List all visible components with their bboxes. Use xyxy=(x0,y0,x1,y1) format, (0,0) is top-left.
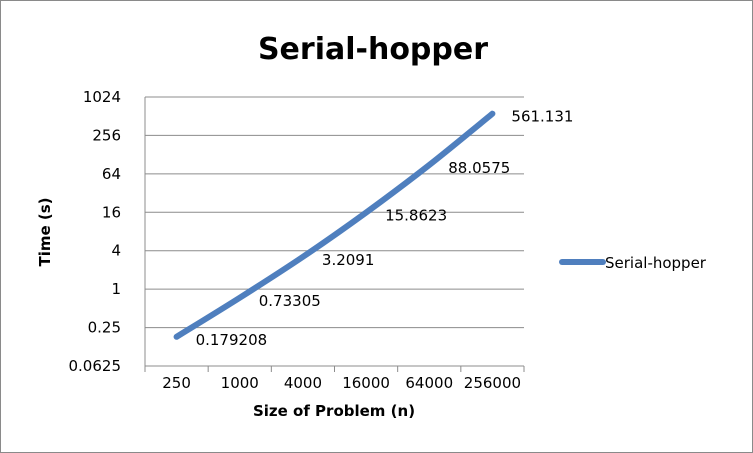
y-tick-label: 16 xyxy=(102,203,121,221)
data-label: 15.8623 xyxy=(385,207,447,225)
y-tick-label: 1 xyxy=(111,280,121,298)
series-line xyxy=(173,110,496,340)
data-point xyxy=(427,163,431,167)
x-axis-title: Size of Problem (n) xyxy=(253,402,415,420)
y-tick-label: 256 xyxy=(92,126,121,144)
data-label: 0.179208 xyxy=(196,331,268,349)
data-point xyxy=(490,112,494,116)
data-label: 0.73305 xyxy=(259,292,321,310)
data-label: 3.2091 xyxy=(322,251,375,269)
y-tick-label: 0.25 xyxy=(88,319,121,337)
data-point xyxy=(301,255,305,259)
x-tick-label: 16000 xyxy=(342,374,390,392)
y-tick-label: 64 xyxy=(102,165,121,183)
data-point xyxy=(364,211,368,215)
x-tick-label: 4000 xyxy=(284,374,322,392)
y-axis-title: Time (s) xyxy=(36,197,54,266)
data-point xyxy=(175,335,179,339)
x-tick-label: 1000 xyxy=(221,374,259,392)
chart-title: Serial-hopper xyxy=(258,32,488,67)
x-tick-label: 256000 xyxy=(464,374,521,392)
y-tick-label: 0.0625 xyxy=(69,357,122,375)
gridlines xyxy=(145,96,524,329)
x-axis: 250 1000 4000 16000 64000 256000 xyxy=(144,97,525,392)
data-label: 561.131 xyxy=(511,108,573,126)
legend: Serial-hopper xyxy=(559,254,707,272)
x-tick-label: 64000 xyxy=(405,374,453,392)
legend-label: Serial-hopper xyxy=(605,254,707,272)
y-tick-label: 1024 xyxy=(83,88,121,106)
y-axis-ticks: 0.0625 0.25 1 4 16 64 256 1024 xyxy=(69,88,122,375)
data-label: 88.0575 xyxy=(448,159,510,177)
data-labels: 0.179208 0.73305 3.2091 15.8623 88.0575 561.1… xyxy=(196,108,574,349)
x-tick-label: 250 xyxy=(162,374,191,392)
series-group xyxy=(173,110,496,340)
data-point xyxy=(238,296,242,300)
y-tick-label: 4 xyxy=(111,242,121,260)
